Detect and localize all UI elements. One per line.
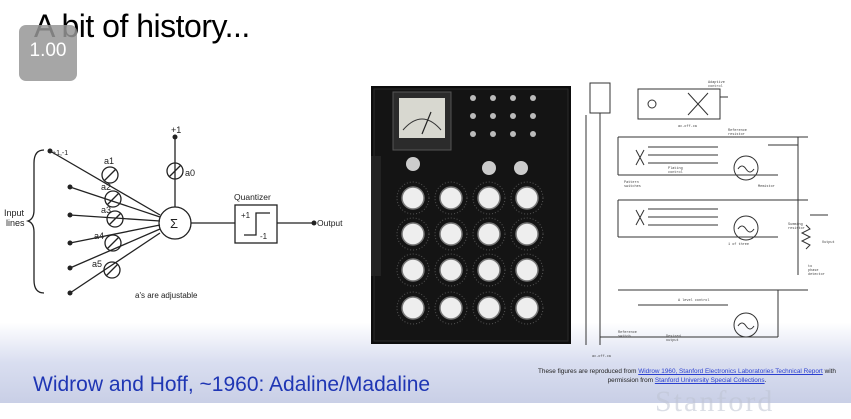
- svg-text:1 of three: 1 of three: [728, 242, 749, 247]
- input-label-line1: Input: [4, 208, 25, 218]
- slide-caption: Widrow and Hoff, ~1960: Adaline/Madaline: [33, 373, 431, 396]
- playback-speed-badge[interactable]: 1.00: [19, 25, 77, 81]
- input-brace: [25, 149, 45, 294]
- stanford-watermark: Stanford: [655, 385, 775, 418]
- quantizer-box: [234, 204, 278, 244]
- svg-text:resistor: resistor: [728, 132, 745, 137]
- bias-input-label: +1,-1: [52, 150, 68, 157]
- svg-text:ac-off-ca: ac-off-ca: [592, 354, 611, 359]
- quantizer-plus-label: +1: [241, 211, 251, 220]
- input-label-line2: lines: [6, 218, 25, 228]
- adaline-diagram: Input lines +1,-1 +1 a0 a1 a2 a3 a4 a5 Σ…: [4, 125, 343, 300]
- credit-middle: with permission from: [607, 368, 836, 384]
- svg-text:to: to: [808, 265, 812, 269]
- weight-label: a3: [101, 205, 111, 215]
- svg-text:ac-off-ca: ac-off-ca: [678, 124, 697, 129]
- weight-label: a5: [92, 259, 102, 269]
- quantizer-minus-label: -1: [260, 232, 268, 241]
- credit-link-report[interactable]: Widrow 1960, Stanford Electronics Labora…: [638, 368, 823, 375]
- credit-suffix: .: [764, 377, 767, 384]
- svg-text:A level control: A level control: [678, 298, 710, 303]
- adjustable-note: a's are adjustable: [135, 291, 198, 300]
- output-label: Output: [317, 218, 343, 228]
- svg-text:switches: switches: [624, 184, 641, 189]
- svg-text:resistor: resistor: [788, 226, 805, 231]
- svg-text:Plating: Plating: [668, 166, 683, 171]
- sum-symbol: Σ: [170, 216, 178, 231]
- svg-text:phase: phase: [808, 268, 819, 273]
- weight-zero-label: a0: [185, 168, 195, 178]
- svg-text:switch: switch: [618, 334, 631, 339]
- knob-grid: [396, 181, 544, 325]
- weight-label: a4: [94, 231, 104, 241]
- input-line-bias: [49, 150, 161, 216]
- svg-text:Memistor: Memistor: [758, 184, 775, 189]
- svg-text:Adaptive: Adaptive: [708, 80, 725, 85]
- credit-link-collections[interactable]: Stanford University Special Collections: [654, 377, 765, 384]
- weight-label: a1: [104, 156, 114, 166]
- madaline-schematic: Adaptive control ac-off-ca Reference res…: [585, 80, 835, 359]
- svg-text:control: control: [668, 170, 683, 175]
- weight-label: a2: [101, 182, 111, 192]
- figure-credit: These figures are reproduced from Widrow…: [531, 367, 843, 385]
- credit-prefix: These figures are reproduced from: [538, 368, 639, 375]
- adaline-hardware-photo: [371, 86, 571, 344]
- svg-text:Pattern: Pattern: [624, 180, 639, 185]
- svg-text:Output: Output: [822, 241, 835, 245]
- svg-text:detector: detector: [808, 272, 825, 277]
- svg-text:Desired: Desired: [666, 334, 681, 339]
- svg-text:control: control: [708, 84, 723, 89]
- bias-plus-label: +1: [171, 125, 181, 135]
- quantizer-label: Quantizer: [234, 192, 271, 202]
- svg-text:Reference: Reference: [618, 330, 637, 335]
- svg-text:Reference: Reference: [728, 128, 747, 133]
- svg-text:Summing: Summing: [788, 222, 803, 227]
- svg-text:output: output: [666, 339, 679, 343]
